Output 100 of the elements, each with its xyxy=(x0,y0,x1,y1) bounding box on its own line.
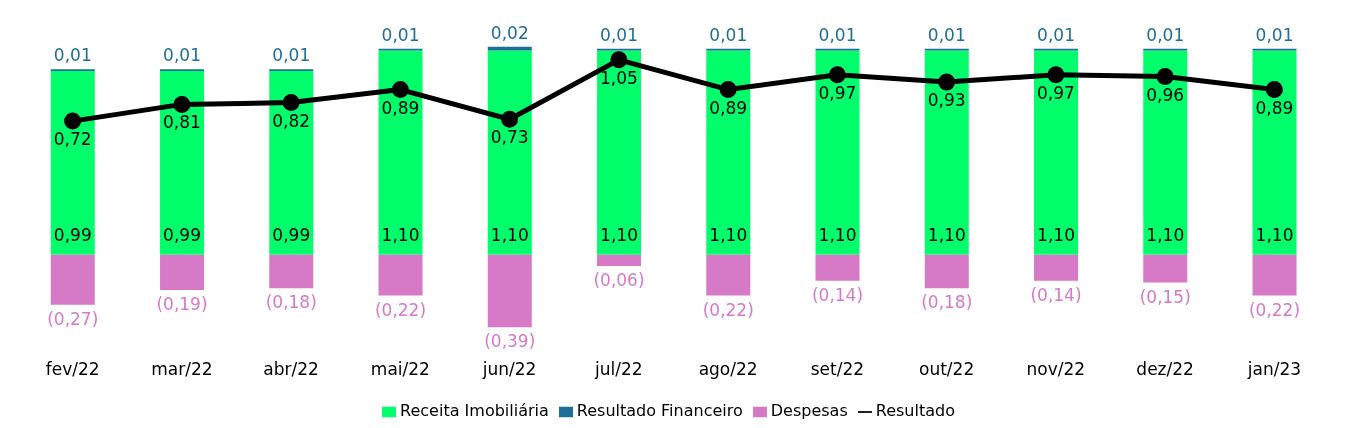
point xyxy=(719,81,737,99)
x-tick-label: jan/23 xyxy=(1246,359,1302,380)
data-label: 1,05 xyxy=(599,67,638,88)
x-tick-label: jun/22 xyxy=(481,359,537,380)
data-label: 0,01 xyxy=(272,45,311,66)
data-label: 1,10 xyxy=(927,224,966,245)
data-label: 0,99 xyxy=(272,224,311,245)
x-tick-label: dez/22 xyxy=(1136,359,1194,380)
legend-label: Receita Imobiliária xyxy=(400,401,549,420)
bar xyxy=(1143,254,1188,283)
data-label: (0,22) xyxy=(374,299,427,320)
bar xyxy=(487,50,532,255)
bar xyxy=(269,70,314,255)
bar xyxy=(487,46,532,51)
data-label: 0,01 xyxy=(1037,24,1075,45)
data-label: 1,10 xyxy=(709,224,748,245)
data-label: (0,14) xyxy=(1030,284,1082,305)
data-label: 0,81 xyxy=(162,112,201,133)
point xyxy=(1156,68,1174,86)
data-label: (0,22) xyxy=(702,299,754,320)
bar xyxy=(378,254,423,296)
data-label: 1,10 xyxy=(1255,224,1294,245)
data-label: 0,93 xyxy=(927,90,966,111)
bar xyxy=(160,70,205,255)
legend-label: Despesas xyxy=(770,401,848,420)
x-tick-label: out/22 xyxy=(919,359,975,380)
data-label: 0,72 xyxy=(53,129,92,150)
data-label: 0,89 xyxy=(381,97,420,118)
bar xyxy=(924,50,969,255)
bar xyxy=(597,50,642,255)
data-label: 0,01 xyxy=(709,24,748,45)
data-label: 0,01 xyxy=(1146,24,1185,45)
bar xyxy=(597,254,642,266)
data-label: 0,01 xyxy=(818,24,857,45)
point xyxy=(610,51,628,69)
bar xyxy=(706,50,751,255)
data-label: (0,14) xyxy=(811,284,864,305)
data-label: 1,10 xyxy=(490,224,529,245)
bar xyxy=(50,254,95,305)
data-label: 1,10 xyxy=(1037,224,1075,245)
data-label: (0,22) xyxy=(1248,299,1301,320)
data-label: 0,97 xyxy=(1036,82,1075,103)
bar xyxy=(1252,50,1297,255)
data-label: 0,01 xyxy=(1255,24,1294,45)
data-label: 0,89 xyxy=(709,97,748,118)
data-label: (0,18) xyxy=(921,292,973,313)
bar xyxy=(815,50,860,255)
data-label: 0,02 xyxy=(490,22,529,43)
bar xyxy=(378,50,423,255)
data-label: 0,99 xyxy=(53,224,92,245)
data-label: (0,19) xyxy=(156,294,208,315)
x-tick-label: fev/22 xyxy=(45,359,100,380)
data-label: 0,97 xyxy=(818,82,857,103)
bar xyxy=(487,254,532,328)
legend-label: Resultado xyxy=(875,401,955,420)
x-tick-label: nov/22 xyxy=(1026,359,1086,380)
data-label: 0,99 xyxy=(163,224,201,245)
bar xyxy=(1252,254,1297,296)
bar xyxy=(924,254,969,289)
bar xyxy=(160,254,205,291)
data-label: 0,01 xyxy=(381,24,420,45)
x-tick-label: abr/22 xyxy=(263,359,319,380)
bar xyxy=(269,254,314,289)
data-label: 1,10 xyxy=(818,224,857,245)
data-label: (0,27) xyxy=(47,308,99,329)
bar xyxy=(706,254,751,296)
point xyxy=(1047,66,1065,84)
data-label: 0,01 xyxy=(927,24,966,45)
bar xyxy=(815,254,860,281)
point xyxy=(938,73,956,91)
legend-label: Resultado Financeiro xyxy=(576,401,743,420)
x-tick-label: mar/22 xyxy=(151,359,213,380)
data-label: 1,10 xyxy=(1146,224,1185,245)
data-label: 0,82 xyxy=(272,110,311,131)
data-label: (0,39) xyxy=(484,331,536,352)
data-label: 0,01 xyxy=(600,24,638,45)
data-label: (0,06) xyxy=(593,269,645,290)
x-tick-label: ago/22 xyxy=(698,359,758,380)
x-tick-label: mai/22 xyxy=(370,359,430,380)
bar xyxy=(50,70,95,255)
data-label: 0,73 xyxy=(490,127,529,148)
data-label: 0,01 xyxy=(163,45,201,66)
data-label: 0,89 xyxy=(1255,97,1294,118)
bar xyxy=(1034,50,1079,255)
data-label: 0,01 xyxy=(53,45,92,66)
point xyxy=(1265,81,1283,99)
x-tick-label: jul/22 xyxy=(594,359,643,380)
x-tick-label: set/22 xyxy=(810,359,865,380)
data-label: (0,18) xyxy=(265,292,317,313)
data-label: 1,10 xyxy=(600,224,638,245)
point xyxy=(173,95,191,113)
data-label: 1,10 xyxy=(381,224,420,245)
point xyxy=(391,81,409,99)
data-label: 0,96 xyxy=(1146,84,1185,105)
bar xyxy=(1143,50,1188,255)
point xyxy=(501,110,519,128)
point xyxy=(282,94,300,112)
bar xyxy=(1034,254,1079,281)
data-label: (0,15) xyxy=(1139,286,1191,307)
point xyxy=(64,112,82,130)
